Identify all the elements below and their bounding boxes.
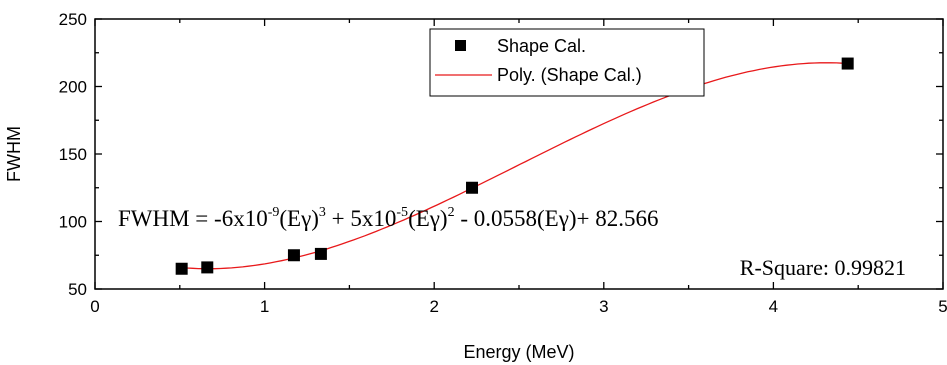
y-tick-label: 150 xyxy=(59,145,87,164)
x-tick-label: 3 xyxy=(599,297,608,316)
data-point xyxy=(841,57,854,70)
equation-mid1: + 5x10 xyxy=(326,206,396,231)
equation-lhs: FWHM = -6x10 xyxy=(118,206,268,231)
y-tick-label: 200 xyxy=(59,78,87,97)
equation-term2: (Eγ) xyxy=(408,206,448,231)
legend-label-shape-cal: Shape Cal. xyxy=(497,36,586,56)
equation-term1: (Eγ) xyxy=(279,206,319,231)
y-axis-title: FWHM xyxy=(4,126,24,182)
r-square-label: R-Square: 0.99821 xyxy=(740,255,906,280)
data-point xyxy=(201,261,214,274)
legend: Shape Cal. Poly. (Shape Cal.) xyxy=(429,28,705,97)
legend-label-poly-fit: Poly. (Shape Cal.) xyxy=(497,65,642,85)
x-tick-label: 5 xyxy=(938,297,947,316)
axis-ticks xyxy=(94,18,944,290)
equation-pow3: 3 xyxy=(319,205,326,220)
data-points xyxy=(175,57,854,275)
y-tick-label: 50 xyxy=(68,280,87,299)
x-tick-label: 4 xyxy=(769,297,778,316)
fit-equation: FWHM = -6x10-9(Eγ)3 + 5x10-5(Eγ)2 - 0.05… xyxy=(118,205,659,231)
y-tick-label: 250 xyxy=(59,10,87,29)
legend-box xyxy=(429,28,705,97)
data-point xyxy=(466,181,479,194)
y-tick-label: 100 xyxy=(59,213,87,232)
x-axis-title: Energy (MeV) xyxy=(463,342,574,362)
x-tick-label: 0 xyxy=(90,297,99,316)
equation-pow2: 2 xyxy=(448,205,455,220)
tick-labels: 0 1 2 3 4 5 50 100 150 200 250 xyxy=(59,10,947,316)
data-point xyxy=(314,247,327,260)
data-point xyxy=(175,262,188,275)
x-tick-label: 2 xyxy=(429,297,438,316)
equation-exp1: -9 xyxy=(268,205,280,220)
legend-marker-square-icon xyxy=(455,40,466,51)
data-point xyxy=(287,249,300,262)
x-tick-label: 1 xyxy=(260,297,269,316)
equation-tail: - 0.0558(Eγ)+ 82.566 xyxy=(455,206,659,231)
equation-exp2: -5 xyxy=(396,205,408,220)
